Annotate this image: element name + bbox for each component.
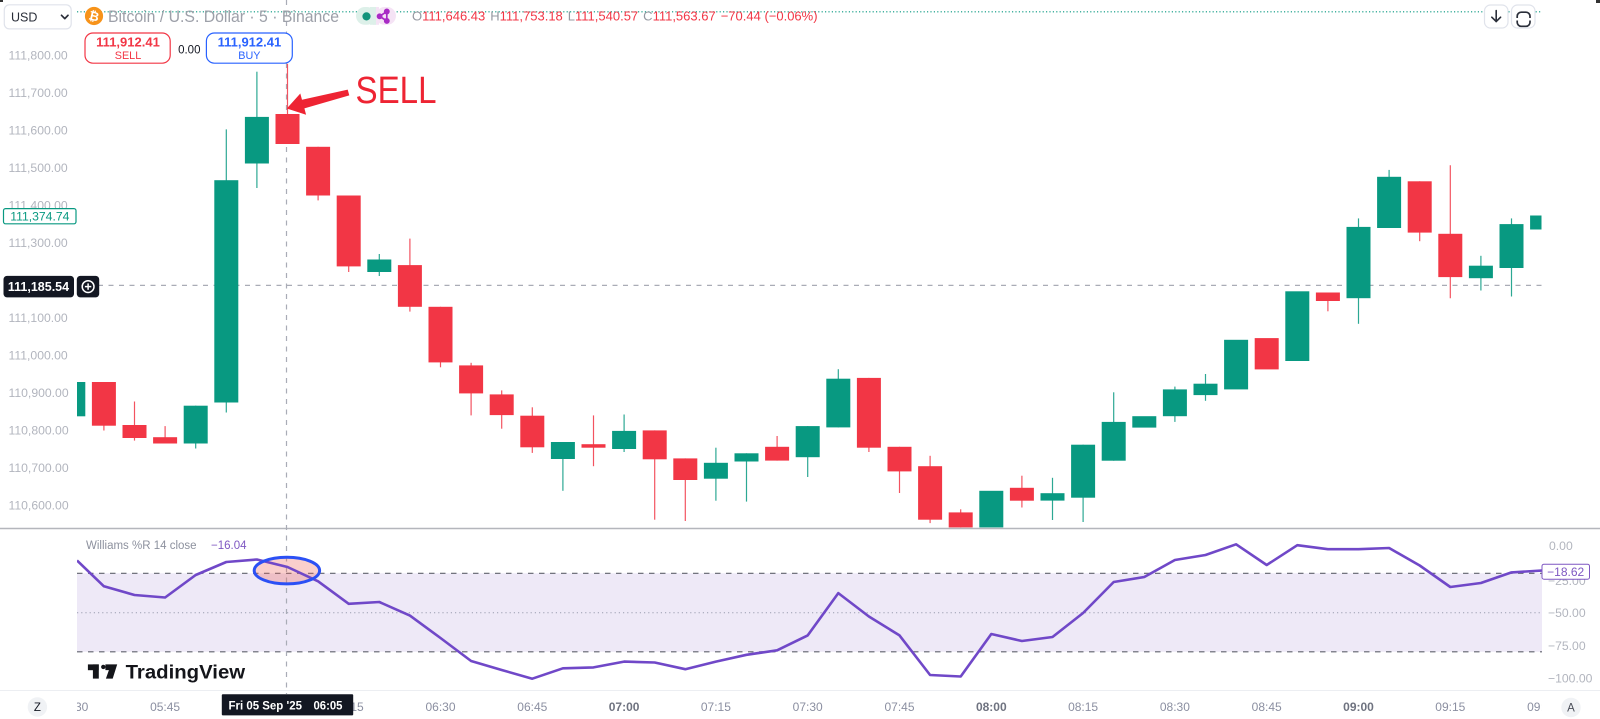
svg-text:Z: Z <box>34 702 41 714</box>
svg-text:110,900.00: 110,900.00 <box>9 386 69 400</box>
svg-text:Fri 05 Sep '25: Fri 05 Sep '25 <box>229 699 303 713</box>
svg-text:110,600.00: 110,600.00 <box>9 498 69 512</box>
svg-text:08:00: 08:00 <box>976 700 1007 714</box>
svg-text:07:30: 07:30 <box>793 700 823 714</box>
svg-text:09:15: 09:15 <box>1435 700 1465 714</box>
svg-text:BUY: BUY <box>238 50 260 62</box>
svg-text:07:45: 07:45 <box>884 700 914 714</box>
svg-text:111,100.00: 111,100.00 <box>9 311 68 325</box>
svg-text:09:30: 09:30 <box>1527 700 1557 714</box>
svg-text:111,500.00: 111,500.00 <box>9 161 68 175</box>
svg-text:111,912.41: 111,912.41 <box>218 35 282 50</box>
svg-text:₿: ₿ <box>87 8 100 24</box>
svg-text:07:00: 07:00 <box>609 700 640 714</box>
svg-text:05:45: 05:45 <box>150 700 180 714</box>
svg-text:08:15: 08:15 <box>1068 700 1098 714</box>
svg-text:111,185.54: 111,185.54 <box>8 280 69 294</box>
svg-text:−18.62: −18.62 <box>1547 565 1584 579</box>
svg-text:Bitcoin / U.S. Dollar · 5 · Bi: Bitcoin / U.S. Dollar · 5 · Binance <box>108 7 339 26</box>
svg-text:111,000.00: 111,000.00 <box>9 348 68 362</box>
svg-text:SELL: SELL <box>356 70 437 112</box>
svg-text:111,374.74: 111,374.74 <box>10 210 69 224</box>
svg-text:06:05: 06:05 <box>314 699 343 713</box>
svg-text:−50.00: −50.00 <box>1548 606 1586 620</box>
svg-text:0.00: 0.00 <box>178 45 200 57</box>
svg-text:06:30: 06:30 <box>425 700 455 714</box>
svg-text:06:45: 06:45 <box>517 700 547 714</box>
svg-text:−16.04: −16.04 <box>211 540 247 552</box>
svg-text:110,800.00: 110,800.00 <box>9 423 69 437</box>
svg-text:08:45: 08:45 <box>1252 700 1282 714</box>
svg-text:111,300.00: 111,300.00 <box>9 236 68 250</box>
svg-text:09:00: 09:00 <box>1343 700 1374 714</box>
svg-text:08:30: 08:30 <box>1160 700 1190 714</box>
svg-text:A: A <box>1567 703 1575 715</box>
svg-text:07:15: 07:15 <box>701 700 731 714</box>
svg-text:−100.00: −100.00 <box>1548 672 1593 686</box>
svg-text:TradingView: TradingView <box>126 662 246 684</box>
svg-text:111,800.00: 111,800.00 <box>9 48 68 62</box>
svg-text:−75.00: −75.00 <box>1548 639 1586 653</box>
svg-text:111,700.00: 111,700.00 <box>9 86 68 100</box>
svg-text:111,912.41: 111,912.41 <box>96 35 160 50</box>
svg-text:USD: USD <box>11 10 37 24</box>
svg-text:Williams %R 14 close: Williams %R 14 close <box>86 540 197 552</box>
svg-text:SELL: SELL <box>115 50 141 62</box>
svg-text:0.00: 0.00 <box>1549 539 1573 553</box>
svg-text:110,700.00: 110,700.00 <box>9 461 69 475</box>
svg-text:111,600.00: 111,600.00 <box>9 123 68 137</box>
svg-text:05:30: 05:30 <box>58 700 88 714</box>
